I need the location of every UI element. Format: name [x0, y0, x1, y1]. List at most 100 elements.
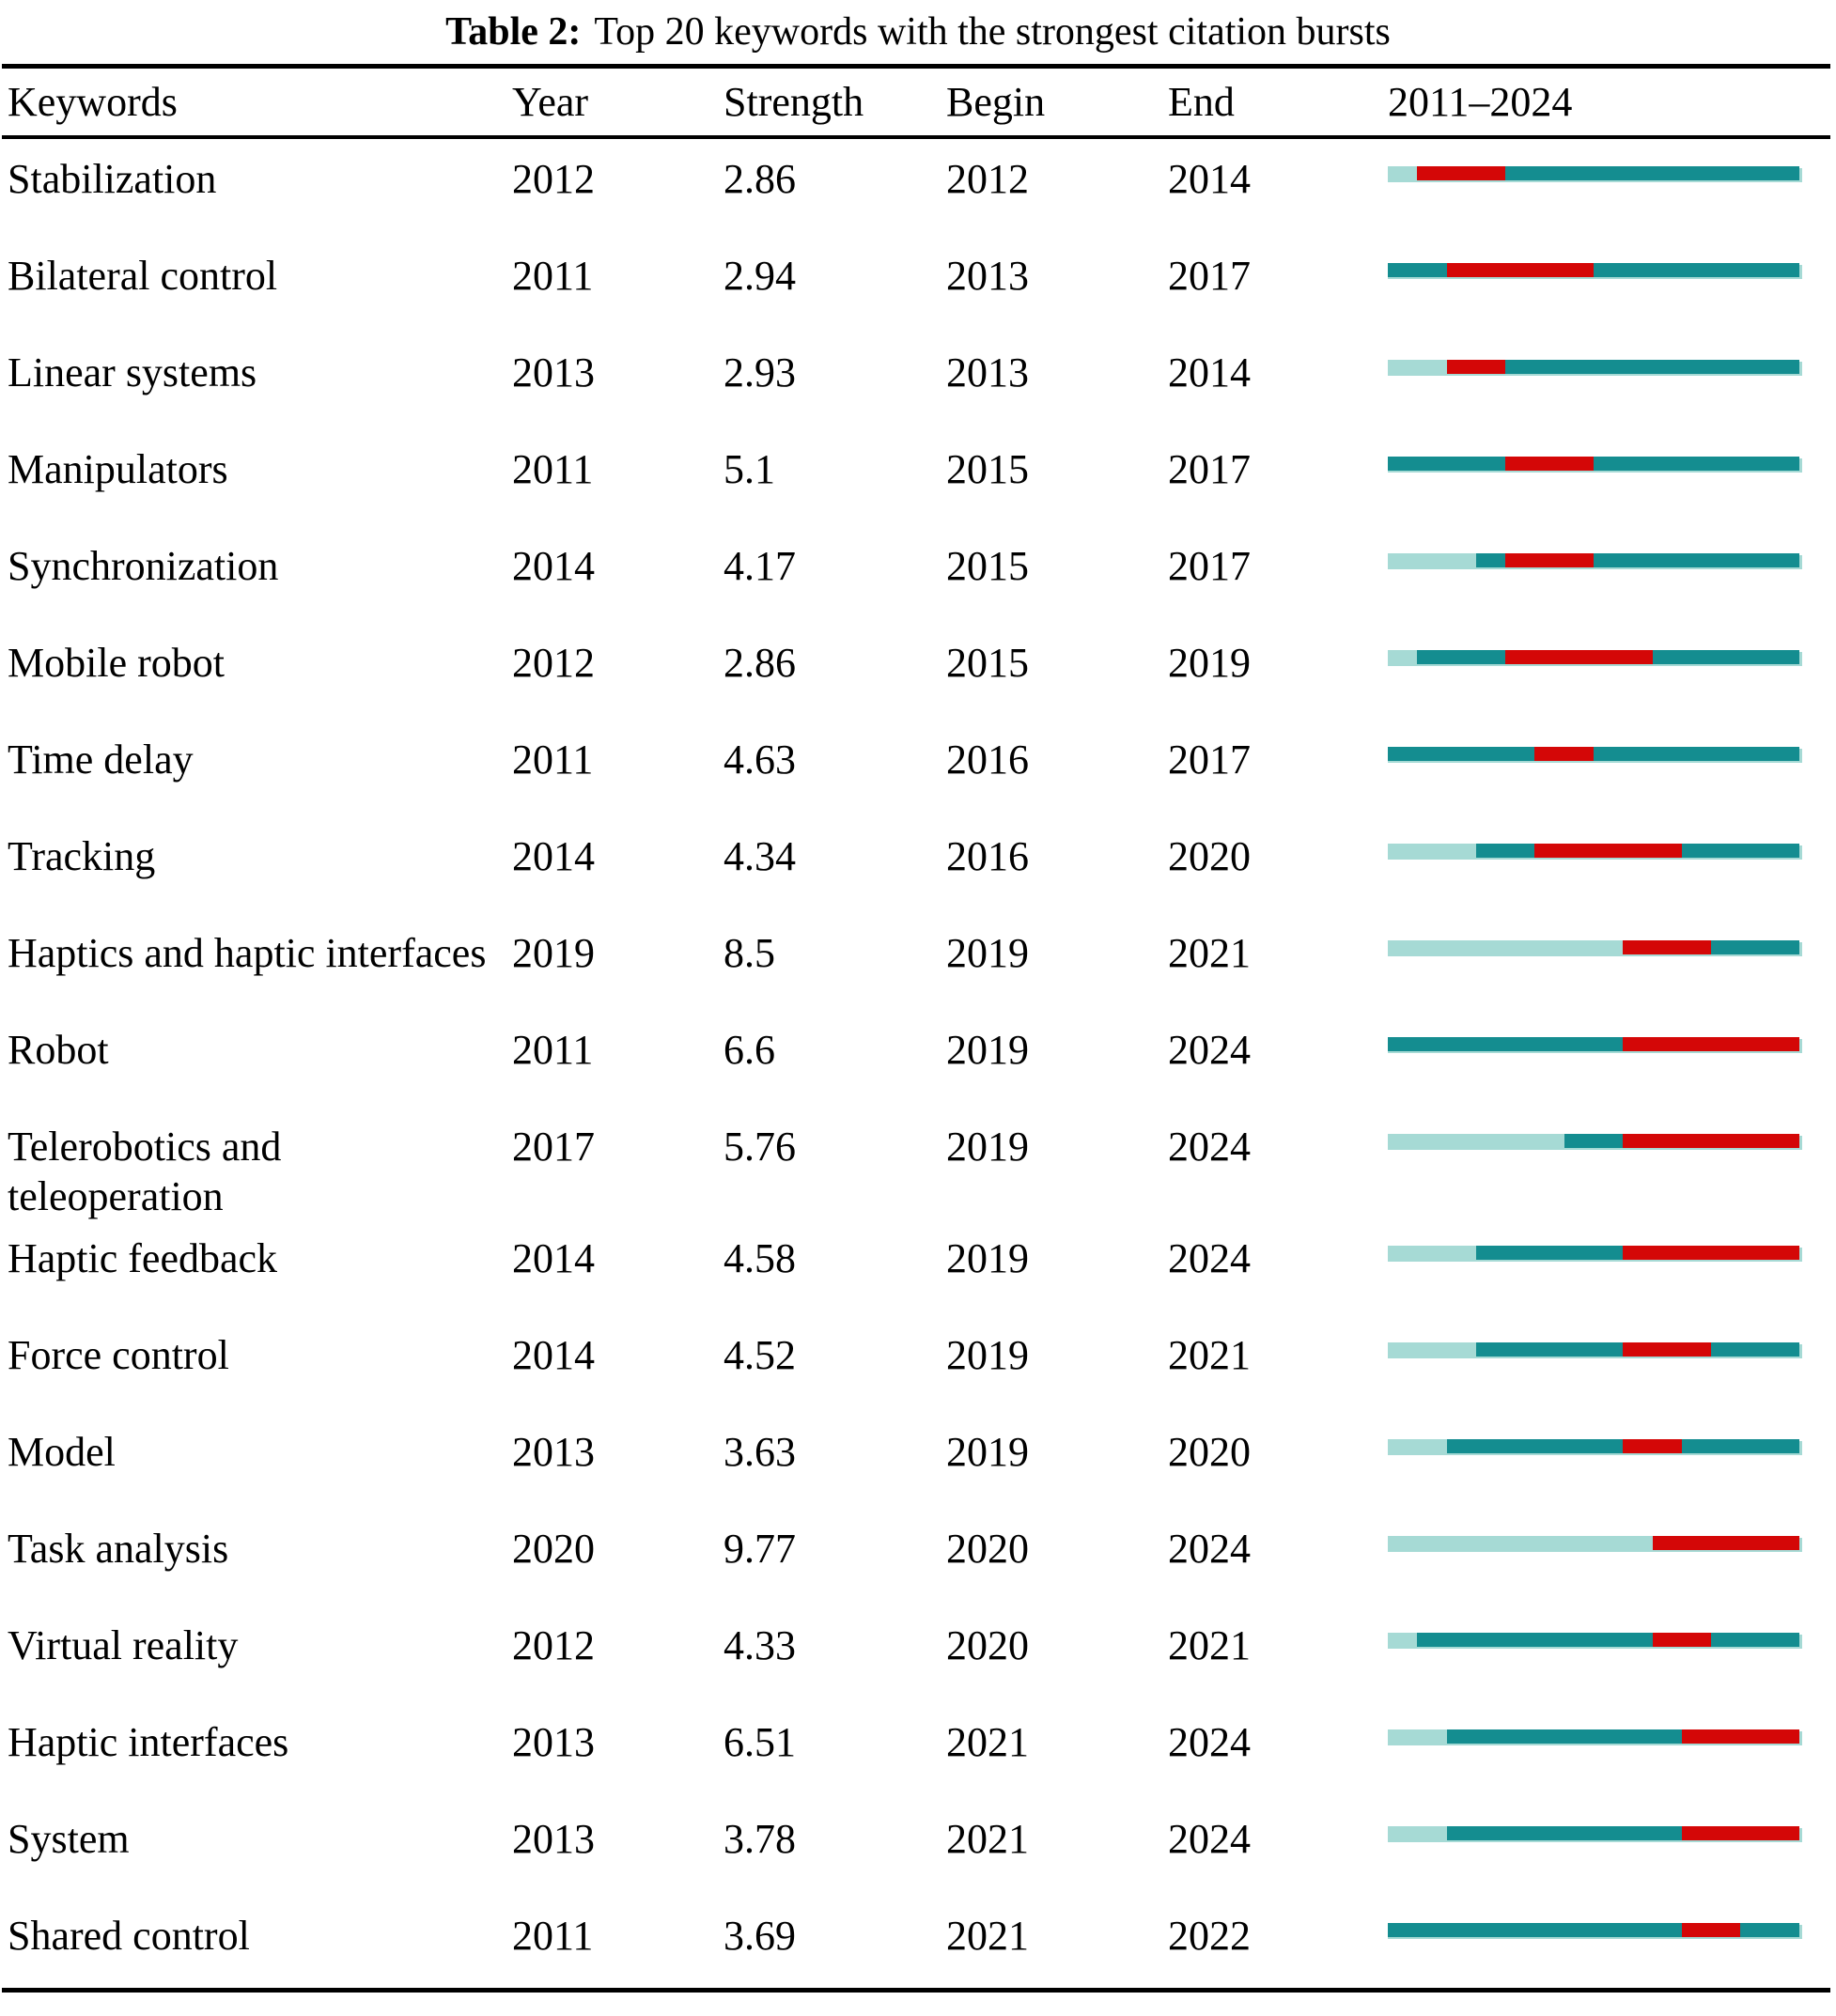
keyword-cell: Tracking	[8, 833, 156, 879]
begin-cell: 2019	[946, 1235, 1029, 1281]
table-caption-text: Top 20 keywords with the strongest citat…	[594, 10, 1391, 54]
burst-segment	[1652, 1633, 1712, 1647]
burst-timeline-cell	[1388, 1233, 1836, 1262]
burst-segment	[1623, 1342, 1712, 1357]
begin-cell: 2021	[946, 1816, 1029, 1862]
burst-segments	[1388, 1826, 1799, 1840]
burst-segments	[1388, 166, 1799, 180]
table-row: System 2013 3.78 2021 2024	[0, 1814, 1836, 1911]
burst-segment	[1534, 844, 1682, 858]
burst-timeline-cell	[1388, 1911, 1836, 1939]
keyword-cell: Time delay	[8, 737, 194, 783]
year-cell: 2013	[512, 349, 595, 395]
year-cell: 2011	[512, 737, 594, 783]
burst-segments	[1388, 650, 1799, 664]
year-cell: 2011	[512, 253, 594, 299]
begin-cell: 2021	[946, 1913, 1029, 1959]
year-cell: 2011	[512, 1913, 594, 1959]
burst-timeline-bar	[1388, 940, 1802, 956]
burst-timeline-bar	[1388, 1037, 1802, 1053]
burst-timeline-bar	[1388, 747, 1802, 763]
burst-segment	[1505, 166, 1799, 180]
keyword-cell: Model	[8, 1429, 116, 1475]
table-row: Synchronization 2014 4.17 2015 2017	[0, 541, 1836, 638]
burst-segment	[1446, 360, 1506, 374]
table-row: Haptics and haptic interfaces 2019 8.5 2…	[0, 928, 1836, 1025]
strength-cell: 2.93	[724, 349, 796, 395]
burst-timeline-cell	[1388, 1122, 1836, 1150]
end-cell: 2022	[1168, 1913, 1251, 1959]
burst-segments	[1388, 1134, 1799, 1148]
strength-cell: 4.33	[724, 1622, 796, 1668]
end-cell: 2017	[1168, 543, 1251, 589]
burst-segments	[1388, 553, 1799, 567]
begin-cell: 2019	[946, 1124, 1029, 1170]
end-cell: 2021	[1168, 1332, 1251, 1378]
begin-cell: 2015	[946, 446, 1029, 492]
burst-segment	[1505, 457, 1594, 471]
table-row: Telerobotics and teleoperation 2017 5.76…	[0, 1122, 1836, 1233]
keyword-cell: Telerobotics and teleoperation	[8, 1124, 282, 1219]
burst-segment	[1446, 1826, 1682, 1840]
year-cell: 2012	[512, 1622, 595, 1668]
burst-segment	[1711, 1342, 1799, 1357]
strength-cell: 8.5	[724, 930, 775, 976]
year-cell: 2017	[512, 1124, 595, 1170]
keyword-cell: Shared control	[8, 1913, 250, 1959]
burst-segment	[1388, 1729, 1447, 1744]
begin-cell: 2016	[946, 833, 1029, 879]
burst-segment	[1593, 457, 1799, 471]
bottom-rule	[2, 1988, 1830, 1993]
burst-segment	[1593, 553, 1799, 567]
col-header-timeline-range: 2011–2024	[1388, 79, 1573, 125]
burst-segment	[1446, 1729, 1682, 1744]
end-cell: 2024	[1168, 1719, 1251, 1765]
strength-cell: 4.52	[724, 1332, 796, 1378]
burst-timeline-bar	[1388, 1134, 1802, 1150]
burst-segments	[1388, 1536, 1799, 1550]
burst-segment	[1740, 1923, 1799, 1937]
burst-segments	[1388, 940, 1799, 954]
keyword-cell: Mobile robot	[8, 640, 225, 686]
year-cell: 2013	[512, 1816, 595, 1862]
end-cell: 2014	[1168, 156, 1251, 202]
burst-segment	[1388, 844, 1476, 858]
burst-segment	[1417, 166, 1506, 180]
burst-timeline-bar	[1388, 553, 1802, 569]
burst-segment	[1623, 1134, 1799, 1148]
strength-cell: 2.86	[724, 156, 796, 202]
burst-segment	[1681, 1923, 1741, 1937]
burst-segment	[1623, 1439, 1682, 1453]
end-cell: 2017	[1168, 253, 1251, 299]
burst-segment	[1388, 747, 1535, 761]
end-cell: 2024	[1168, 1027, 1251, 1073]
strength-cell: 4.34	[724, 833, 796, 879]
table-row: Haptic feedback 2014 4.58 2019 2024	[0, 1233, 1836, 1330]
end-cell: 2014	[1168, 349, 1251, 395]
begin-cell: 2020	[946, 1622, 1029, 1668]
burst-timeline-cell	[1388, 1814, 1836, 1842]
table-row: Force control 2014 4.52 2019 2021	[0, 1330, 1836, 1427]
burst-timeline-cell	[1388, 928, 1836, 956]
year-cell: 2014	[512, 1235, 595, 1281]
begin-cell: 2012	[946, 156, 1029, 202]
strength-cell: 3.69	[724, 1913, 796, 1959]
burst-segment	[1681, 1439, 1799, 1453]
burst-segments	[1388, 263, 1799, 277]
burst-timeline-cell	[1388, 638, 1836, 666]
strength-cell: 3.78	[724, 1816, 796, 1862]
burst-segments	[1388, 747, 1799, 761]
table-row: Bilateral control 2011 2.94 2013 2017	[0, 251, 1836, 348]
header-rule	[2, 135, 1830, 139]
keyword-cell: Virtual reality	[8, 1622, 239, 1668]
year-cell: 2019	[512, 930, 595, 976]
end-cell: 2019	[1168, 640, 1251, 686]
burst-timeline-cell	[1388, 831, 1836, 860]
year-cell: 2014	[512, 1332, 595, 1378]
table-row: Model 2013 3.63 2019 2020	[0, 1427, 1836, 1524]
col-header-keywords: Keywords	[8, 79, 178, 125]
end-cell: 2021	[1168, 1622, 1251, 1668]
table-row: Time delay 2011 4.63 2016 2017	[0, 735, 1836, 831]
burst-segments	[1388, 1439, 1799, 1453]
